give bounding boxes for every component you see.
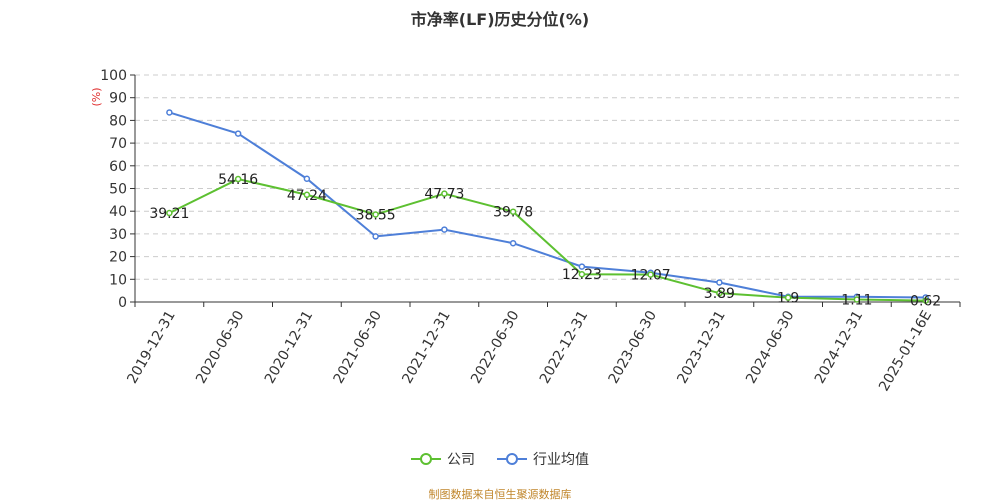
y-tick-label: 0 xyxy=(118,295,127,311)
data-point-company xyxy=(441,190,448,197)
legend-item-industry[interactable]: 行业均值 xyxy=(497,449,589,469)
x-tick-label: 2023-06-30 xyxy=(606,308,661,386)
y-axis-label: (%) xyxy=(90,87,103,106)
y-tick-label: 10 xyxy=(109,272,127,288)
data-label: 1.11 xyxy=(841,292,872,308)
data-point-company xyxy=(303,191,311,199)
y-tick-label: 60 xyxy=(109,159,127,175)
data-label: 12.07 xyxy=(631,268,671,284)
data-point-industry xyxy=(716,279,723,286)
data-point-industry xyxy=(509,239,517,247)
x-tick-label: 2022-12-31 xyxy=(537,308,592,386)
data-label: 39.78 xyxy=(493,205,533,221)
legend-company-icon xyxy=(411,453,441,465)
data-point-industry xyxy=(303,175,311,182)
y-tick-label: 40 xyxy=(109,204,127,220)
y-tick-label: 90 xyxy=(109,91,127,107)
legend-label-company: 公司 xyxy=(447,452,475,468)
data-point-industry xyxy=(234,130,242,137)
x-tick-label: 2020-12-31 xyxy=(262,308,317,386)
data-label: 12.23 xyxy=(562,267,602,283)
data-point-company xyxy=(578,270,586,278)
series-line-company xyxy=(168,178,926,302)
legend-item-company[interactable]: 公司 xyxy=(411,449,475,469)
data-label: 47.24 xyxy=(287,188,327,204)
legend-industry-icon xyxy=(497,453,527,465)
data-point-company xyxy=(647,271,654,278)
x-tick-label: 2021-12-31 xyxy=(399,308,454,386)
data-point-company xyxy=(922,297,929,304)
y-tick-label: 50 xyxy=(109,182,127,198)
y-tick-label: 70 xyxy=(109,136,127,152)
series-line-industry xyxy=(169,111,926,299)
data-point-industry xyxy=(578,263,586,270)
data-label: 1.9 xyxy=(777,291,799,307)
data-label: 47.73 xyxy=(424,187,464,203)
x-tick-label: 2025-01-16E xyxy=(876,308,935,394)
y-tick-label: 100 xyxy=(100,68,127,84)
y-tick-label: 30 xyxy=(109,227,127,243)
data-label: 3.89 xyxy=(704,286,735,302)
x-tick-label: 2024-12-31 xyxy=(812,308,867,386)
legend-label-industry: 行业均值 xyxy=(533,452,589,468)
source-footer: 制图数据来自恒生聚源数据库 xyxy=(428,488,572,501)
data-point-industry xyxy=(441,226,448,233)
data-point-company xyxy=(372,211,379,218)
data-label: 0.62 xyxy=(910,294,941,310)
data-point-company xyxy=(509,208,517,215)
data-point-company xyxy=(784,294,792,301)
x-tick-label: 2021-06-30 xyxy=(331,308,386,386)
x-tick-label: 2023-12-31 xyxy=(674,308,729,386)
x-tick-label: 2020-06-30 xyxy=(193,308,248,386)
data-label: 39.21 xyxy=(149,206,189,222)
x-tick-label: 2019-12-31 xyxy=(124,308,179,386)
x-tick-label: 2022-06-30 xyxy=(468,308,523,386)
data-point-company xyxy=(234,175,242,183)
data-point-company xyxy=(716,289,723,297)
data-point-industry xyxy=(372,233,379,240)
y-tick-label: 80 xyxy=(109,113,127,129)
data-point-company xyxy=(166,209,173,217)
x-tick-label: 2024-06-30 xyxy=(743,308,798,386)
data-label: 54.16 xyxy=(218,172,258,188)
chart-title: 市净率(LF)历史分位(%) xyxy=(410,10,590,29)
chart-legend: 公司 行业均值 xyxy=(0,449,1000,469)
y-tick-label: 20 xyxy=(109,250,127,266)
data-point-industry xyxy=(166,109,173,116)
data-label: 38.55 xyxy=(356,207,396,223)
data-point-company xyxy=(853,296,861,303)
